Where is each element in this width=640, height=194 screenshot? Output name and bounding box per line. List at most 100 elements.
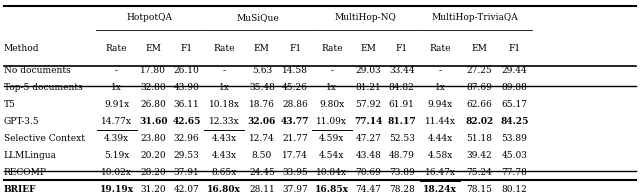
Text: 1x: 1x — [326, 83, 337, 92]
Text: 31.60: 31.60 — [139, 117, 168, 126]
Text: 28.20: 28.20 — [141, 168, 166, 177]
Text: 45.26: 45.26 — [282, 83, 308, 92]
Text: HotpotQA: HotpotQA — [127, 13, 173, 23]
Text: 26.80: 26.80 — [140, 100, 166, 109]
Text: 16.85x: 16.85x — [315, 185, 349, 194]
Text: MultiHop-TriviaQA: MultiHop-TriviaQA — [432, 13, 518, 23]
Text: 1x: 1x — [111, 83, 122, 92]
Text: 84.82: 84.82 — [389, 83, 415, 92]
Text: Method: Method — [4, 44, 40, 53]
Text: No documents: No documents — [4, 66, 70, 75]
Text: -: - — [223, 66, 226, 75]
Text: 52.53: 52.53 — [389, 134, 415, 143]
Text: 14.58: 14.58 — [282, 66, 308, 75]
Text: 45.03: 45.03 — [502, 151, 527, 160]
Text: 78.28: 78.28 — [389, 185, 415, 194]
Text: -: - — [438, 66, 442, 75]
Text: 16.47x: 16.47x — [424, 168, 456, 177]
Text: 65.17: 65.17 — [502, 100, 527, 109]
Text: F1: F1 — [289, 44, 301, 53]
Text: Selective Context: Selective Context — [4, 134, 85, 143]
Text: 4.43x: 4.43x — [212, 151, 237, 160]
Text: 57.92: 57.92 — [356, 100, 381, 109]
Text: 4.58x: 4.58x — [428, 151, 452, 160]
Text: 75.24: 75.24 — [467, 168, 492, 177]
Text: 37.91: 37.91 — [173, 168, 200, 177]
Text: 4.43x: 4.43x — [212, 134, 237, 143]
Text: 4.54x: 4.54x — [319, 151, 344, 160]
Text: -: - — [330, 66, 333, 75]
Text: 70.69: 70.69 — [356, 168, 381, 177]
Text: 42.65: 42.65 — [172, 117, 201, 126]
Text: 51.18: 51.18 — [467, 134, 492, 143]
Text: 18.76: 18.76 — [249, 100, 275, 109]
Text: 5.19x: 5.19x — [104, 151, 129, 160]
Text: 1x: 1x — [219, 83, 230, 92]
Text: 80.12: 80.12 — [502, 185, 527, 194]
Text: 1x: 1x — [435, 83, 445, 92]
Text: GPT-3.5: GPT-3.5 — [4, 117, 40, 126]
Text: 36.11: 36.11 — [173, 100, 200, 109]
Text: 81.17: 81.17 — [387, 117, 416, 126]
Text: 4.44x: 4.44x — [428, 134, 452, 143]
Text: EM: EM — [145, 44, 161, 53]
Text: 43.48: 43.48 — [356, 151, 381, 160]
Text: 19.19x: 19.19x — [100, 185, 134, 194]
Text: EM: EM — [360, 44, 376, 53]
Text: 29.03: 29.03 — [356, 66, 381, 75]
Text: 26.10: 26.10 — [173, 66, 200, 75]
Text: 53.89: 53.89 — [502, 134, 527, 143]
Text: 11.09x: 11.09x — [316, 117, 348, 126]
Text: Rate: Rate — [429, 44, 451, 53]
Text: 16.80x: 16.80x — [207, 185, 241, 194]
Text: 81.21: 81.21 — [356, 83, 381, 92]
Text: 61.91: 61.91 — [389, 100, 415, 109]
Text: 29.44: 29.44 — [502, 66, 527, 75]
Text: 8.65x: 8.65x — [212, 168, 237, 177]
Text: 87.69: 87.69 — [467, 83, 492, 92]
Text: 74.47: 74.47 — [356, 185, 381, 194]
Text: 12.33x: 12.33x — [209, 117, 239, 126]
Text: 31.20: 31.20 — [141, 185, 166, 194]
Text: LLMLingua: LLMLingua — [4, 151, 57, 160]
Text: 9.94x: 9.94x — [428, 100, 452, 109]
Text: -: - — [115, 66, 118, 75]
Text: 33.95: 33.95 — [282, 168, 308, 177]
Text: 24.45: 24.45 — [249, 168, 275, 177]
Text: 89.88: 89.88 — [502, 83, 527, 92]
Text: 4.39x: 4.39x — [104, 134, 129, 143]
Text: 32.96: 32.96 — [173, 134, 199, 143]
Text: 28.11: 28.11 — [249, 185, 275, 194]
Text: RECOMP: RECOMP — [4, 168, 47, 177]
Text: 43.77: 43.77 — [281, 117, 309, 126]
Text: 18.24x: 18.24x — [423, 185, 457, 194]
Text: BRIEF: BRIEF — [4, 185, 36, 194]
Text: 14.77x: 14.77x — [101, 117, 132, 126]
Text: T5: T5 — [4, 100, 16, 109]
Text: 10.02x: 10.02x — [101, 168, 132, 177]
Text: MuSiQue: MuSiQue — [236, 13, 279, 23]
Text: 33.44: 33.44 — [389, 66, 415, 75]
Text: 17.74: 17.74 — [282, 151, 308, 160]
Text: F1: F1 — [396, 44, 408, 53]
Text: 8.50: 8.50 — [252, 151, 272, 160]
Text: 62.66: 62.66 — [467, 100, 492, 109]
Text: 17.80: 17.80 — [140, 66, 166, 75]
Text: 21.77: 21.77 — [282, 134, 308, 143]
Text: 47.27: 47.27 — [356, 134, 381, 143]
Text: 11.44x: 11.44x — [424, 117, 456, 126]
Text: 82.02: 82.02 — [465, 117, 493, 126]
Text: Top-5 documents: Top-5 documents — [4, 83, 83, 92]
Text: 5.63: 5.63 — [252, 66, 272, 75]
Text: 42.07: 42.07 — [173, 185, 200, 194]
Text: 28.86: 28.86 — [282, 100, 308, 109]
Text: 73.89: 73.89 — [389, 168, 415, 177]
Text: 78.15: 78.15 — [467, 185, 492, 194]
Text: Rate: Rate — [321, 44, 342, 53]
Text: 4.59x: 4.59x — [319, 134, 344, 143]
Text: 29.53: 29.53 — [173, 151, 200, 160]
Text: 12.74: 12.74 — [249, 134, 275, 143]
Text: 9.80x: 9.80x — [319, 100, 344, 109]
Text: 35.48: 35.48 — [249, 83, 275, 92]
Text: 77.78: 77.78 — [502, 168, 527, 177]
